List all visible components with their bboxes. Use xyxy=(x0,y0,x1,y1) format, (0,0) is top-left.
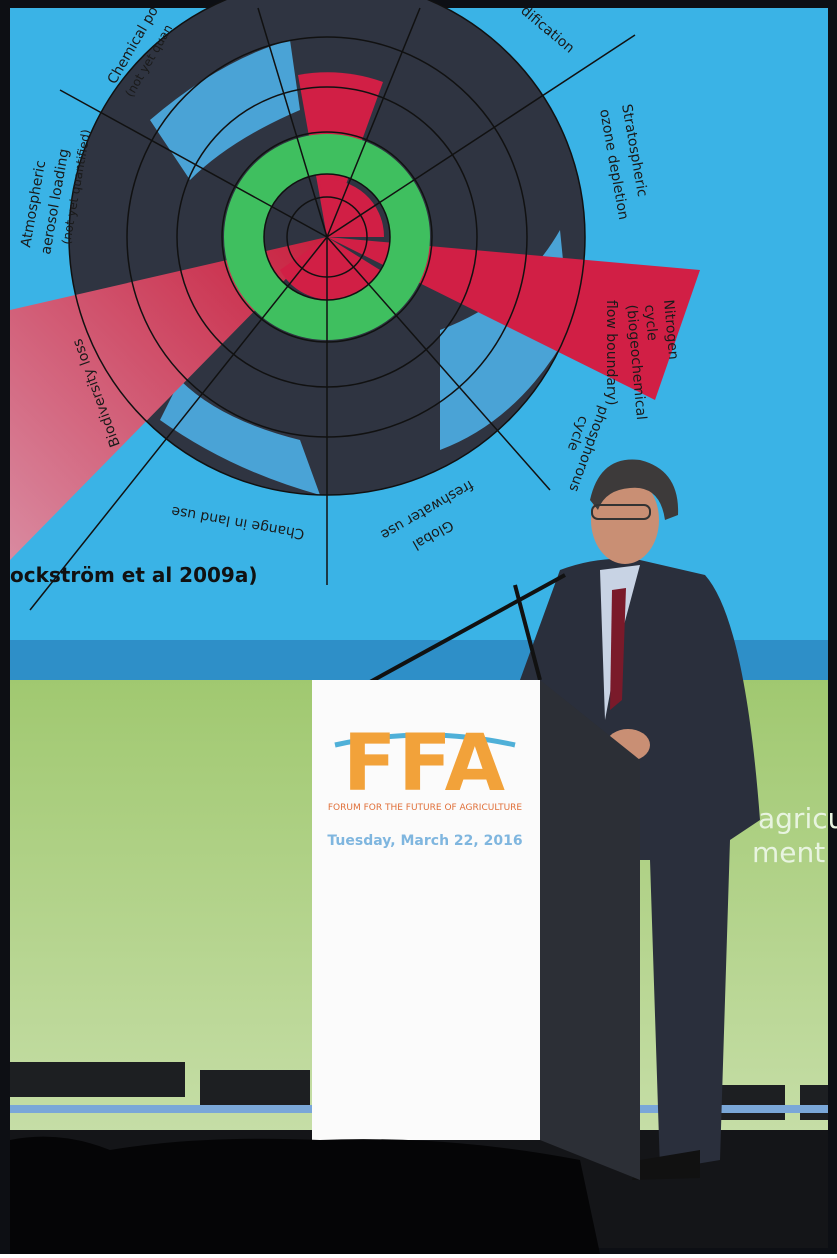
podium-date: Tuesday, March 22, 2016 xyxy=(327,833,522,849)
stage-light xyxy=(800,1085,828,1120)
citation: ockström et al 2009a) xyxy=(10,563,257,587)
photo: Chemical po (not yet quan dification Str… xyxy=(0,0,837,1254)
podium-logo: FFA xyxy=(343,719,507,809)
audience-silhouette xyxy=(10,1137,600,1254)
stage-light xyxy=(10,1062,185,1097)
label: cycle xyxy=(641,304,660,341)
stage-light xyxy=(200,1070,310,1105)
backdrop-text: agricu xyxy=(758,802,837,835)
backdrop-text: ment xyxy=(752,836,825,869)
label: flow boundary) xyxy=(603,300,619,405)
podium-organization: FORUM FOR THE FUTURE OF AGRICULTURE xyxy=(328,803,523,813)
